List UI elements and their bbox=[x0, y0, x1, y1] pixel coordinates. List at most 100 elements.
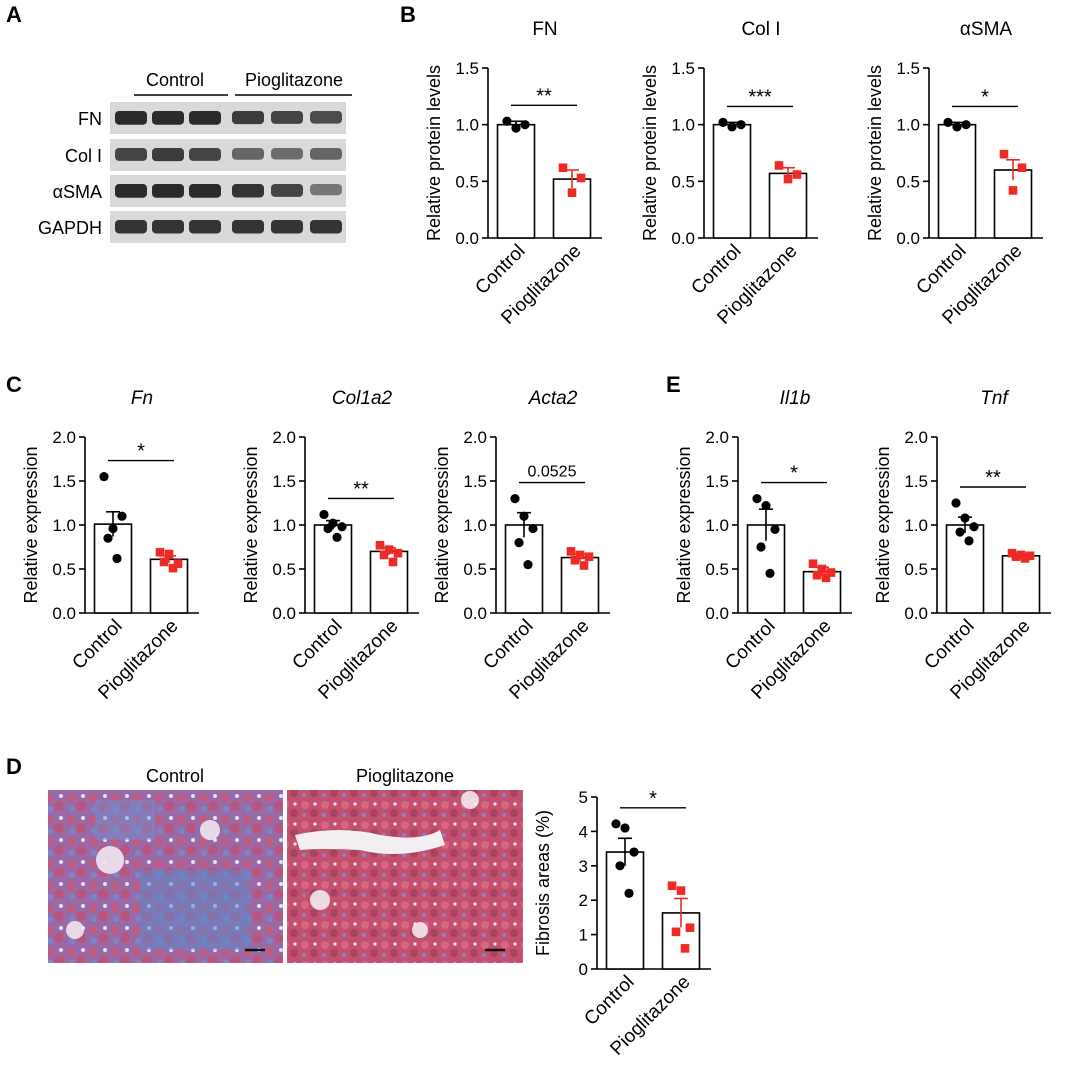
data-point-control bbox=[99, 472, 109, 482]
bar-control bbox=[937, 123, 977, 239]
data-point-pioglitazone bbox=[1020, 554, 1030, 563]
blot-band bbox=[115, 184, 147, 198]
y-tick-label: 1.5 bbox=[671, 59, 695, 78]
bar-control bbox=[605, 851, 645, 970]
y-tick-label: 1.0 bbox=[896, 116, 920, 135]
y-tick-label: 1 bbox=[579, 926, 588, 945]
blot-group-control: Control bbox=[146, 70, 204, 90]
data-point-pioglitazone bbox=[817, 564, 827, 574]
blot-band bbox=[232, 148, 264, 160]
y-tick-label: 3 bbox=[579, 857, 588, 876]
data-point-pioglitazone bbox=[792, 170, 802, 179]
data-point-control bbox=[615, 861, 625, 871]
blot-band bbox=[189, 220, 221, 234]
blot-strip bbox=[110, 211, 346, 243]
significance-label: ** bbox=[985, 467, 1001, 489]
blot-strip bbox=[110, 102, 346, 134]
data-point-control bbox=[319, 509, 329, 520]
blot-band bbox=[152, 184, 184, 198]
y-tick-label: 0.5 bbox=[52, 560, 76, 579]
histology-label-control: Control bbox=[146, 766, 204, 786]
significance-label: * bbox=[981, 86, 989, 108]
data-point-control bbox=[761, 501, 771, 511]
data-point-control bbox=[629, 847, 639, 857]
data-point-pioglitazone bbox=[579, 561, 589, 570]
significance-label: 0.0525 bbox=[528, 464, 577, 481]
y-tick-label: 1.5 bbox=[463, 472, 487, 491]
blot-band bbox=[115, 148, 147, 161]
y-tick-label: 0.0 bbox=[455, 229, 479, 248]
data-point-pioglitazone bbox=[1011, 552, 1021, 561]
histology-image-control bbox=[48, 790, 283, 963]
data-point-pioglitazone bbox=[576, 173, 586, 183]
data-point-control bbox=[952, 122, 962, 132]
data-point-pioglitazone bbox=[680, 944, 690, 953]
data-point-control bbox=[752, 494, 762, 504]
y-tick-label: 0.0 bbox=[671, 229, 695, 248]
data-point-control bbox=[611, 819, 621, 829]
blot-band bbox=[189, 111, 221, 125]
data-point-pioglitazone bbox=[671, 927, 681, 937]
bar-pioglitazone bbox=[560, 556, 600, 614]
y-tick-label: 1.5 bbox=[52, 472, 76, 491]
significance-label: * bbox=[649, 788, 657, 810]
bar-chart-col1a2: Col1a2 0.0 0.5 1.0 1.5 2.0 Relative expression… bbox=[241, 388, 419, 704]
blot-band bbox=[115, 111, 147, 125]
data-point-control bbox=[756, 542, 766, 552]
y-tick-label: 2.0 bbox=[463, 428, 487, 447]
blot-band bbox=[310, 184, 342, 196]
data-point-pioglitazone bbox=[1017, 163, 1027, 173]
data-point-control bbox=[718, 117, 728, 127]
blot-row-label: FN bbox=[78, 109, 102, 129]
data-point-control bbox=[332, 532, 342, 542]
y-tick-label: 0.0 bbox=[904, 604, 928, 623]
y-axis-label: Relative protein levels bbox=[424, 65, 444, 241]
blot-band bbox=[271, 111, 303, 124]
data-point-control bbox=[943, 117, 953, 127]
y-axis-label: Relative expression bbox=[432, 446, 452, 603]
y-tick-label: 2.0 bbox=[52, 428, 76, 447]
chart-title: Col1a2 bbox=[332, 388, 393, 409]
data-point-pioglitazone bbox=[168, 563, 178, 573]
y-tick-label: 2.0 bbox=[904, 428, 928, 447]
histology-label-pioglitazone: Pioglitazone bbox=[356, 766, 454, 786]
data-point-pioglitazone bbox=[566, 547, 576, 556]
bar-pioglitazone bbox=[1001, 554, 1041, 614]
data-point-pioglitazone bbox=[826, 568, 836, 577]
panel-label-e: E bbox=[666, 372, 681, 397]
significance-label: * bbox=[790, 463, 798, 485]
chart-title: Il1b bbox=[780, 388, 811, 409]
bar-control bbox=[945, 524, 985, 614]
data-point-pioglitazone bbox=[567, 188, 577, 197]
chart-title: Acta2 bbox=[528, 388, 578, 409]
data-point-control bbox=[523, 560, 533, 570]
bar-pioglitazone bbox=[768, 172, 808, 239]
blot-band bbox=[310, 111, 342, 124]
panel-label-c: C bbox=[6, 372, 22, 397]
blot-band bbox=[232, 184, 264, 198]
data-point-control bbox=[770, 524, 780, 535]
data-point-pioglitazone bbox=[575, 550, 585, 560]
y-tick-label: 0.0 bbox=[705, 604, 729, 623]
y-tick-label: 1.0 bbox=[52, 516, 76, 535]
panel-label-b: B bbox=[400, 2, 416, 27]
data-point-pioglitazone bbox=[570, 555, 580, 565]
y-tick-label: 2 bbox=[579, 891, 588, 910]
histology-image-pioglitazone bbox=[287, 790, 523, 963]
data-point-pioglitazone bbox=[667, 881, 677, 891]
y-tick-label: 0.0 bbox=[52, 604, 76, 623]
data-point-pioglitazone bbox=[164, 549, 174, 559]
data-point-control bbox=[620, 823, 630, 833]
data-point-control bbox=[510, 494, 520, 504]
data-point-control bbox=[765, 568, 775, 579]
data-point-pioglitazone bbox=[155, 547, 165, 557]
data-point-pioglitazone bbox=[584, 552, 594, 561]
data-point-pioglitazone bbox=[159, 557, 169, 567]
y-tick-label: 2.0 bbox=[705, 428, 729, 447]
y-tick-label: 0.5 bbox=[904, 560, 928, 579]
